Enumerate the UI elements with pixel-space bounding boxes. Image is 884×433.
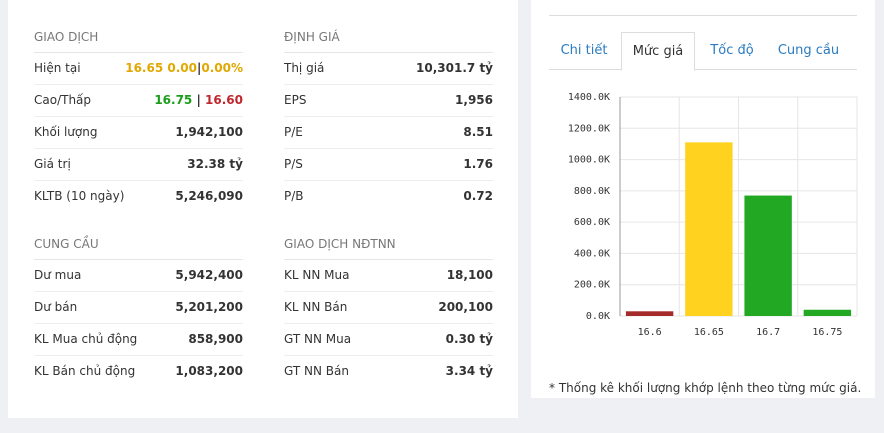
row-value: 1,942,100 [175, 125, 243, 139]
chart: 0.0K 200.0K 400.0K 600.0K 800.0K 1000.0K 1200.… [568, 92, 858, 338]
bar [803, 309, 852, 316]
section: GIAO DỊCH NĐTNN KL NN Mua 18,100 KL NN Bán 2… [284, 229, 493, 387]
section: ĐỊNH GIÁ Thị giá 10,301.7 tỷ EPS 1,956 P/E 8.5… [284, 22, 493, 212]
row: KLTB (10 ngày) 5,246,090 [34, 181, 243, 212]
section-title: CUNG CẦU [34, 229, 243, 260]
row-label: KLTB (10 ngày) [34, 189, 125, 203]
value-part: 16.60 [205, 93, 243, 107]
row: Khối lượng 1,942,100 [34, 117, 243, 149]
y-tick-label: 800.0K [574, 186, 610, 197]
section-title: GIAO DỊCH NĐTNN [284, 229, 493, 260]
row: Dư bán 5,201,200 [34, 292, 243, 324]
y-tick-label: 200.0K [574, 280, 610, 291]
row-value: 5,942,400 [175, 268, 243, 282]
y-tick-label: 0.0K [586, 311, 610, 322]
row-label: KL Mua chủ động [34, 332, 138, 346]
row: KL NN Mua 18,100 [284, 260, 493, 292]
row-label: Dư mua [34, 268, 82, 282]
section-title: GIAO DỊCH [34, 22, 243, 53]
row-label: P/E [284, 125, 303, 139]
tab[interactable]: Cung cầu [777, 43, 840, 58]
row-label: Giá trị [34, 157, 71, 171]
row-label: GT NN Bán [284, 364, 349, 378]
row: KL Bán chủ động 1,083,200 [34, 356, 243, 387]
row-label: Cao/Thấp [34, 93, 92, 107]
row-value: 5,246,090 [175, 189, 243, 203]
row-value: 8.51 [463, 125, 493, 139]
row: P/B 0.72 [284, 181, 493, 212]
chart-panel: 0.0K 200.0K 400.0K 600.0K 800.0K 1000.0K 1200.… [531, 0, 875, 398]
section: GIAO DỊCH Hiện tại 16.65 0.00|0.00% Cao/Thấ… [34, 22, 243, 212]
row: Thị giá 10,301.7 tỷ [284, 53, 493, 85]
y-tick-label: 600.0K [574, 217, 610, 228]
row: GT NN Mua 0.30 tỷ [284, 324, 493, 356]
row-label: Hiện tại [34, 61, 81, 75]
tab-line [549, 69, 857, 70]
row-value: 10,301.7 tỷ [416, 61, 493, 75]
row-value: 18,100 [446, 268, 493, 282]
y-tick-label: 1000.0K [568, 155, 610, 166]
row-label: EPS [284, 93, 307, 107]
row-value: 3.34 tỷ [445, 364, 493, 378]
row-value: 1,083,200 [175, 364, 243, 378]
row-value: 858,900 [188, 332, 243, 346]
row-value: 32.38 tỷ [187, 157, 243, 171]
row-value: 1,956 [455, 93, 493, 107]
row-label: P/S [284, 157, 303, 171]
row: KL NN Bán 200,100 [284, 292, 493, 324]
footnote: * Thống kê khối lượng khớp lệnh theo từn… [549, 381, 862, 395]
row-value: 1.76 [463, 157, 493, 171]
row: Cao/Thấp 16.75 | 16.60 [34, 85, 243, 117]
row: Hiện tại 16.65 0.00|0.00% [34, 53, 243, 85]
value-part: 16.65 0.00 [125, 61, 197, 75]
y-tick-label: 1200.0K [568, 123, 610, 134]
row-label: Dư bán [34, 300, 78, 314]
row-value: 200,100 [438, 300, 493, 314]
value-part: | [192, 93, 206, 107]
y-tick-label: 400.0K [574, 248, 610, 259]
x-tick-label: 16.75 [812, 327, 842, 338]
row: KL Mua chủ động 858,900 [34, 324, 243, 356]
bar [685, 142, 733, 316]
value-part: | [196, 61, 202, 75]
value-part: 16.75 [154, 93, 193, 107]
tab[interactable]: Mức giá [621, 32, 695, 71]
row: Giá trị 32.38 tỷ [34, 149, 243, 181]
y-tick-label: 1400.0K [568, 92, 610, 103]
section-title: ĐỊNH GIÁ [284, 22, 493, 53]
tab[interactable]: Chi tiết [560, 43, 608, 58]
x-tick-label: 16.65 [694, 327, 724, 338]
x-tick-label: 16.6 [638, 327, 662, 338]
section: CUNG CẦU Dư mua 5,942,400 Dư bán 5,201,200 KL… [34, 229, 243, 387]
bar [625, 311, 674, 316]
info-panel: GIAO DỊCH Hiện tại 16.65 0.00|0.00% Cao/Thấ… [8, 0, 518, 418]
divider [549, 15, 857, 16]
row: P/E 8.51 [284, 117, 493, 149]
row-value: 0.30 tỷ [445, 332, 493, 346]
tab[interactable]: Tốc độ [710, 43, 754, 58]
row: GT NN Bán 3.34 tỷ [284, 356, 493, 387]
row-label: GT NN Mua [284, 332, 352, 346]
bar [744, 195, 792, 316]
x-tick-label: 16.7 [756, 327, 780, 338]
row-value: 0.72 [463, 189, 493, 203]
row-value: 16.75 | 16.60 [154, 85, 243, 116]
row: EPS 1,956 [284, 85, 493, 117]
row: P/S 1.76 [284, 149, 493, 181]
row-label: Thị giá [284, 61, 325, 75]
row-label: KL NN Bán [284, 300, 348, 314]
row: Dư mua 5,942,400 [34, 260, 243, 292]
row-label: KL NN Mua [284, 268, 350, 282]
row-label: Khối lượng [34, 125, 98, 139]
row-value: 5,201,200 [175, 300, 243, 314]
row-value: 16.65 0.00|0.00% [125, 53, 243, 84]
row-label: KL Bán chủ động [34, 364, 136, 378]
value-part: 0.00% [201, 61, 243, 75]
row-label: P/B [284, 189, 304, 203]
